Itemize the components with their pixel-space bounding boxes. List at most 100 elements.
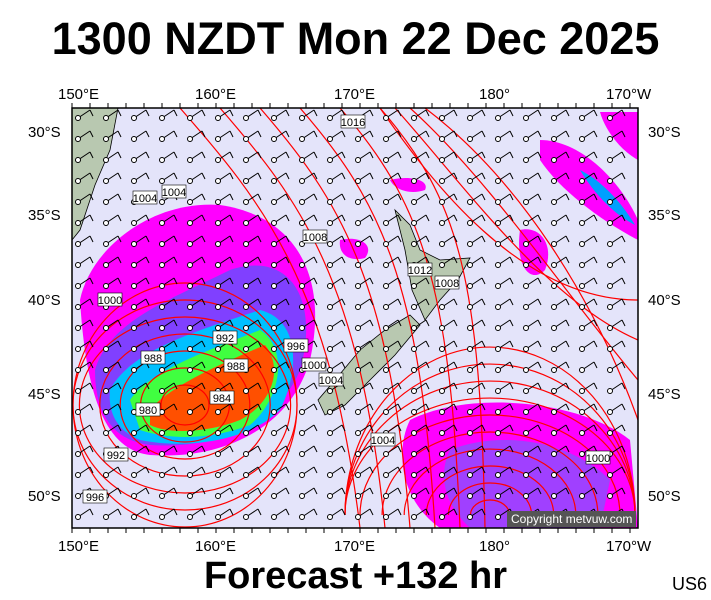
wind-barb [523,340,542,352]
wind-barb [299,424,318,436]
wind-barb [327,130,346,142]
wind-barb [327,424,346,436]
lat-label: 30°S [648,124,681,141]
wind-barb [607,130,626,142]
wind-barb [187,256,206,268]
wind-barb [103,361,122,373]
wind-barb [327,235,346,247]
map-frame [71,107,639,529]
wind-barb [467,298,486,310]
wind-barb [131,298,150,310]
wind-barb [467,487,486,499]
wind-barb [75,214,94,226]
lon-label: 170°E [334,86,376,103]
wind-barb [243,298,262,310]
wind-barb [103,424,122,436]
wind-barb [355,424,374,436]
wind-barb [75,382,94,394]
wind-barb [579,487,598,499]
wind-barb [467,235,486,247]
wind-barb [467,508,486,520]
wind-barb [299,319,318,331]
wind-barb [159,256,178,268]
wind-barb [579,130,598,142]
lat-label: 45°S [28,386,61,403]
wind-barb [75,172,94,184]
wind-barb [495,487,514,499]
isobar-label-box [82,489,108,504]
wind-barb [215,466,234,478]
wind-barb [271,193,290,205]
isobar-label: 1000 [98,295,122,307]
isobar [344,380,636,516]
wind-barb [495,319,514,331]
wind-barb [215,256,234,268]
isobar-label-box [283,338,309,353]
wind-barb [299,109,318,121]
wind-barb [299,298,318,310]
lon-label: 150°E [58,538,100,555]
wind-barb [355,172,374,184]
wind-barb [131,424,150,436]
lon-label: 180° [479,86,511,103]
isobar [344,363,636,516]
wind-barb [411,130,430,142]
wind-barb [607,487,626,499]
wind-barb [579,277,598,289]
wind-barb [523,130,542,142]
wind-barb [327,256,346,268]
wind-barb [243,277,262,289]
wind-barb [187,319,206,331]
wind-barb [383,319,402,331]
wind-barb [383,466,402,478]
wind-barb [411,151,430,163]
wind-barb [243,424,262,436]
lat-label: 35°S [28,207,61,224]
isobar [179,108,361,528]
wind-barb [439,340,458,352]
wind-barb [411,235,430,247]
wind-barb [439,508,458,520]
wind-barb [243,256,262,268]
wind-barb [607,151,626,163]
wind-barb [523,298,542,310]
wind-barb [495,256,514,268]
wind-barb [495,235,514,247]
wind-barb [75,151,94,163]
wind-barb [271,424,290,436]
lat-label: 50°S [648,488,681,505]
wind-barb [383,340,402,352]
lat-label: 40°S [28,292,61,309]
wind-barb [411,445,430,457]
isobar-label: 996 [86,492,104,504]
isobar-label: 980 [139,405,157,417]
lat-label: 45°S [648,386,681,403]
wind-barb [495,445,514,457]
wind-barb [355,403,374,415]
wind-barb [299,508,318,520]
wind-barb [159,214,178,226]
wind-barb [103,382,122,394]
wind-barb [271,403,290,415]
wind-barb [495,403,514,415]
wind-barb [495,214,514,226]
wind-barb [607,235,626,247]
isobar [469,499,511,516]
isobar-label: 988 [227,361,245,373]
wind-barb [439,298,458,310]
wind-barb [551,151,570,163]
wind-barb [243,109,262,121]
wind-barb [495,382,514,394]
wind-barb [551,235,570,247]
wind-barb [243,445,262,457]
isobar [160,384,210,426]
wind-barb [159,151,178,163]
wind-barb [411,214,430,226]
wind-barb [327,172,346,184]
wind-barb [551,382,570,394]
wind-barb [243,151,262,163]
isobar [119,350,251,460]
wind-barb [523,256,542,268]
wind-barb [607,277,626,289]
wind-barb [383,214,402,226]
